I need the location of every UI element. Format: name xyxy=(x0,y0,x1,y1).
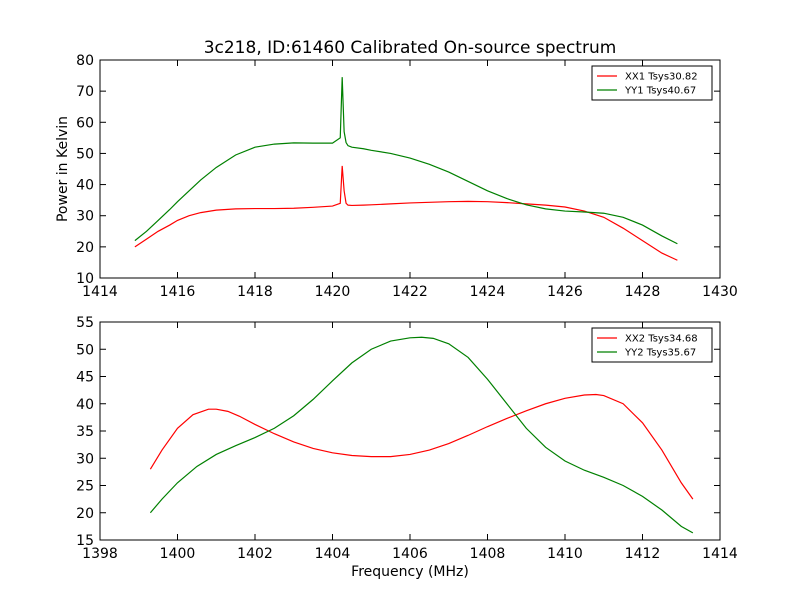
bottom-x-tick-label: 1406 xyxy=(392,546,428,562)
top-x-tick-label: 1414 xyxy=(82,284,118,300)
bottom-x-tick-label: 1400 xyxy=(160,546,196,562)
top-y-tick-label: 80 xyxy=(76,53,94,69)
bottom-y-tick-label: 50 xyxy=(76,342,94,358)
top-legend-box xyxy=(591,65,713,101)
top-x-tick-label: 1422 xyxy=(392,284,428,300)
top-y-tick-label: 10 xyxy=(76,271,94,287)
top-y-tick-label: 50 xyxy=(76,146,94,162)
bottom-legend-label-2: YY2 Tsys35.67 xyxy=(624,348,696,359)
top-x-tick-label: 1426 xyxy=(547,284,583,300)
top-x-tick-label: 1428 xyxy=(625,284,661,300)
top-legend: XX1 Tsys30.82 YY1 Tsys40.67 xyxy=(591,65,713,101)
bottom-x-tick-label: 1398 xyxy=(82,546,118,562)
bottom-x-tick-label: 1404 xyxy=(315,546,351,562)
top-legend-label-1: XX1 Tsys30.82 xyxy=(625,72,698,83)
bottom-x-axis-title: Frequency (MHz) xyxy=(351,564,469,580)
bottom-legend-box xyxy=(591,327,713,363)
bottom-x-tick-label: 1410 xyxy=(547,546,583,562)
top-spectrum-panel: 1414 1416 1418 1420 1422 1424 1426 1428 1430 10 20… xyxy=(55,53,738,300)
top-legend-label-2: YY1 Tsys40.67 xyxy=(624,86,696,97)
figure-title: 3c218, ID:61460 Calibrated On-source spe… xyxy=(204,38,617,58)
bottom-y-tick-label: 15 xyxy=(76,533,94,549)
bottom-y-tick-label: 55 xyxy=(76,315,94,331)
top-y-axis-title: Power in Kelvin xyxy=(55,116,71,222)
bottom-x-tick-label: 1402 xyxy=(237,546,273,562)
top-y-tick-label: 60 xyxy=(76,115,94,131)
top-y-tick-label: 30 xyxy=(76,209,94,225)
top-series-line-2 xyxy=(134,77,678,245)
top-series-line-1 xyxy=(134,165,678,261)
bottom-x-tick-label: 1414 xyxy=(702,546,738,562)
bottom-legend: XX2 Tsys34.68 YY2 Tsys35.67 xyxy=(591,327,713,363)
top-y-tick-label: 20 xyxy=(76,240,94,256)
bottom-x-tick-label: 1412 xyxy=(625,546,661,562)
bottom-spectrum-panel: 1398 1400 1402 1404 1406 1408 1410 1412 1414 15 20… xyxy=(76,315,738,580)
top-y-tick-label: 40 xyxy=(76,178,94,194)
top-x-tick-label: 1416 xyxy=(160,284,196,300)
bottom-y-tick-label: 35 xyxy=(76,424,94,440)
bottom-y-tick-label: 45 xyxy=(76,370,94,386)
bottom-legend-label-1: XX2 Tsys34.68 xyxy=(625,334,698,345)
bottom-x-tick-label: 1408 xyxy=(470,546,506,562)
bottom-y-tick-label: 40 xyxy=(76,397,94,413)
bottom-series-line-1 xyxy=(149,393,694,500)
bottom-y-tick-label: 20 xyxy=(76,506,94,522)
top-x-tick-label: 1430 xyxy=(702,284,738,300)
top-y-tick-label: 70 xyxy=(76,84,94,100)
top-x-tick-label: 1424 xyxy=(470,284,506,300)
bottom-series-line-2 xyxy=(149,336,694,534)
bottom-y-tick-label: 30 xyxy=(76,451,94,467)
bottom-y-tick-label: 25 xyxy=(76,479,94,495)
top-x-tick-label: 1418 xyxy=(237,284,273,300)
top-x-tick-label: 1420 xyxy=(315,284,351,300)
